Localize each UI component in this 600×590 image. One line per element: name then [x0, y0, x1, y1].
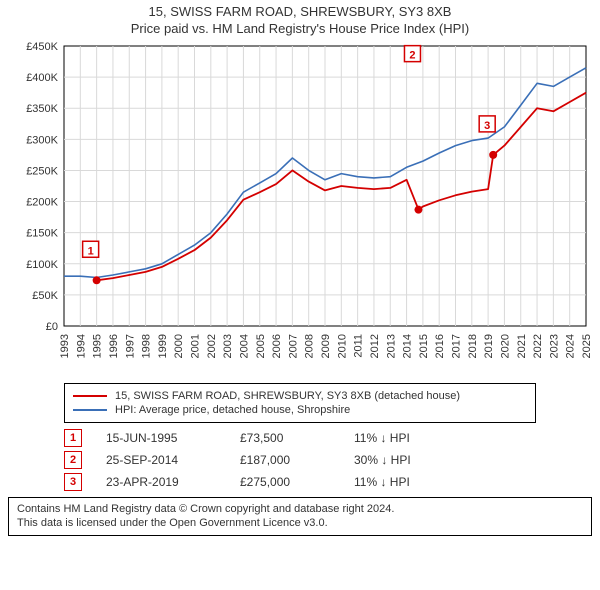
svg-text:£50K: £50K [32, 290, 58, 302]
svg-text:2011: 2011 [353, 334, 365, 358]
svg-text:£350K: £350K [26, 103, 58, 115]
svg-text:2005: 2005 [255, 334, 267, 358]
legend-label: 15, SWISS FARM ROAD, SHREWSBURY, SY3 8XB… [115, 390, 460, 402]
svg-text:2007: 2007 [287, 334, 299, 358]
svg-text:2010: 2010 [336, 334, 348, 358]
svg-text:£150K: £150K [26, 228, 58, 240]
svg-text:2002: 2002 [206, 334, 218, 358]
svg-text:1994: 1994 [75, 334, 87, 358]
note-delta: 11% ↓ HPI [354, 475, 410, 489]
note-date: 25-SEP-2014 [106, 453, 216, 467]
svg-text:2012: 2012 [369, 334, 381, 358]
svg-text:2025: 2025 [581, 334, 593, 358]
footer-line: This data is licensed under the Open Gov… [17, 516, 583, 530]
price-chart: £0 £50K £100K £150K £200K £250K £300K £350K £400… [4, 36, 596, 379]
note-row: 3 23-APR-2019 £275,000 11% ↓ HPI [64, 473, 536, 491]
note-delta: 30% ↓ HPI [354, 453, 411, 467]
note-marker-icon: 1 [64, 429, 82, 447]
svg-text:2022: 2022 [532, 334, 544, 358]
svg-text:2008: 2008 [304, 334, 316, 358]
svg-text:1993: 1993 [59, 334, 71, 358]
svg-text:2004: 2004 [238, 334, 250, 358]
svg-text:1997: 1997 [124, 334, 136, 358]
svg-text:1998: 1998 [141, 334, 153, 358]
svg-text:2019: 2019 [483, 334, 495, 358]
svg-text:2003: 2003 [222, 334, 234, 358]
svg-text:2018: 2018 [467, 334, 479, 358]
transaction-notes: 1 15-JUN-1995 £73,500 11% ↓ HPI 2 25-SEP… [64, 429, 536, 491]
legend-item: HPI: Average price, detached house, Shro… [73, 404, 527, 416]
note-date: 15-JUN-1995 [106, 431, 216, 445]
page-title: 15, SWISS FARM ROAD, SHREWSBURY, SY3 8XB [4, 4, 596, 19]
note-price: £73,500 [240, 431, 330, 445]
svg-text:2013: 2013 [385, 334, 397, 358]
svg-text:2024: 2024 [565, 334, 577, 358]
svg-text:£300K: £300K [26, 134, 58, 146]
svg-text:2015: 2015 [418, 334, 430, 358]
svg-text:2021: 2021 [516, 334, 528, 358]
svg-text:1: 1 [88, 245, 94, 257]
svg-text:1999: 1999 [157, 334, 169, 358]
note-marker-icon: 2 [64, 451, 82, 469]
svg-text:£100K: £100K [26, 259, 58, 271]
note-price: £187,000 [240, 453, 330, 467]
footer-line: Contains HM Land Registry data © Crown c… [17, 502, 583, 516]
svg-text:2014: 2014 [402, 334, 414, 358]
chart-legend: 15, SWISS FARM ROAD, SHREWSBURY, SY3 8XB… [64, 383, 536, 423]
note-row: 1 15-JUN-1995 £73,500 11% ↓ HPI [64, 429, 536, 447]
svg-text:2000: 2000 [173, 334, 185, 358]
note-price: £275,000 [240, 475, 330, 489]
legend-label: HPI: Average price, detached house, Shro… [115, 404, 350, 416]
svg-text:£250K: £250K [26, 165, 58, 177]
svg-text:2: 2 [409, 50, 415, 62]
attribution-footer: Contains HM Land Registry data © Crown c… [8, 497, 592, 536]
svg-text:2009: 2009 [320, 334, 332, 358]
note-delta: 11% ↓ HPI [354, 431, 410, 445]
legend-swatch [73, 409, 107, 411]
svg-text:1995: 1995 [92, 334, 104, 358]
svg-text:£200K: £200K [26, 197, 58, 209]
svg-text:2023: 2023 [548, 334, 560, 358]
svg-text:1996: 1996 [108, 334, 120, 358]
svg-text:2020: 2020 [499, 334, 511, 358]
note-marker-icon: 3 [64, 473, 82, 491]
svg-text:3: 3 [484, 120, 490, 132]
svg-text:2001: 2001 [190, 334, 202, 358]
page-subtitle: Price paid vs. HM Land Registry's House … [4, 21, 596, 36]
note-date: 23-APR-2019 [106, 475, 216, 489]
svg-text:2006: 2006 [271, 334, 283, 358]
svg-text:£0: £0 [46, 321, 58, 333]
svg-text:2016: 2016 [434, 334, 446, 358]
svg-text:2017: 2017 [451, 334, 463, 358]
svg-text:£400K: £400K [26, 72, 58, 84]
note-row: 2 25-SEP-2014 £187,000 30% ↓ HPI [64, 451, 536, 469]
svg-text:£450K: £450K [26, 41, 58, 53]
legend-swatch [73, 395, 107, 397]
legend-item: 15, SWISS FARM ROAD, SHREWSBURY, SY3 8XB… [73, 390, 527, 402]
